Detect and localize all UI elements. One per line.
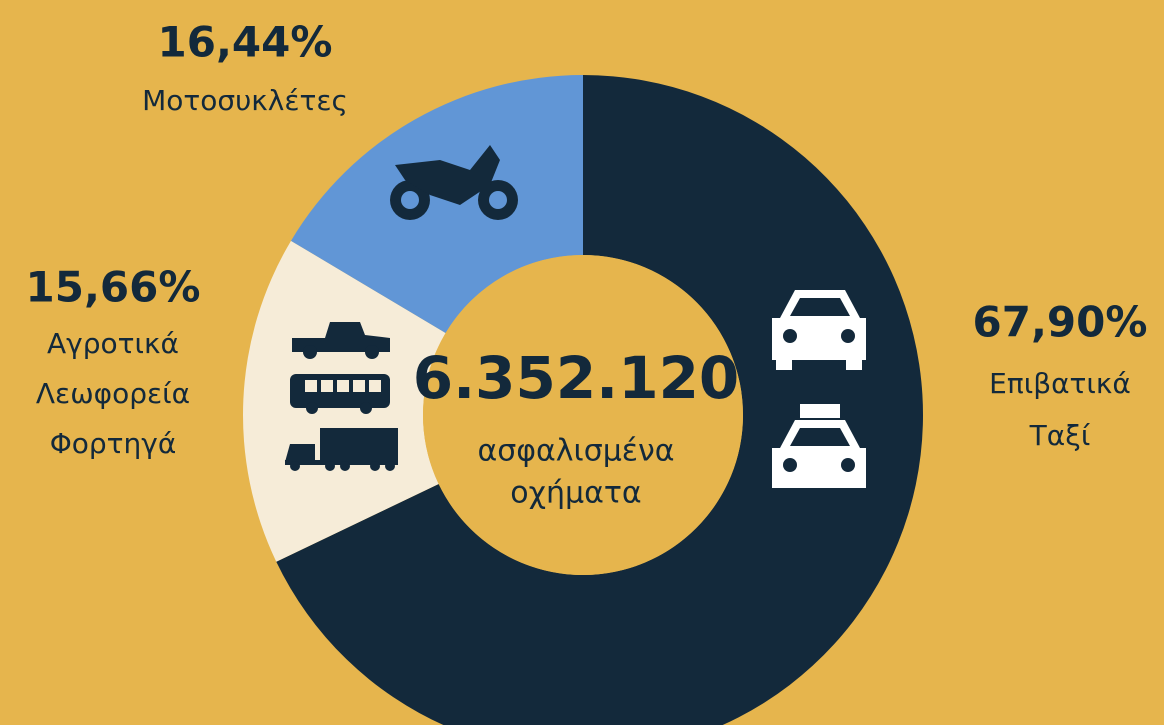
pickup-icon [292,322,390,359]
value-label: 15,66% [26,263,201,312]
bus-icon [290,374,390,414]
value-label: 16,44% [158,18,333,67]
value-label: 67,90% [973,298,1148,347]
taxi-icon [772,404,866,488]
icons [285,145,866,488]
category-label: Ταξί [1029,419,1091,452]
truck-icon [285,428,398,471]
category-label: Μοτοσυκλέτες [142,84,348,117]
center-total: 6.352.120 [413,344,740,412]
category-label: Επιβατικά [989,367,1131,400]
category-label: Αγροτικά [47,327,179,360]
car-icon [772,290,866,370]
center-sublabel: ασφαλισμένα [477,434,674,469]
motorcycle-icon [390,145,518,220]
center-sublabel: οχήματα [510,476,641,511]
category-label: Φορτηγά [50,427,177,460]
donut-segment [291,75,583,334]
donut-segment [276,75,923,725]
category-label: Λεωφορεία [36,377,190,410]
donut-hole [423,255,743,575]
